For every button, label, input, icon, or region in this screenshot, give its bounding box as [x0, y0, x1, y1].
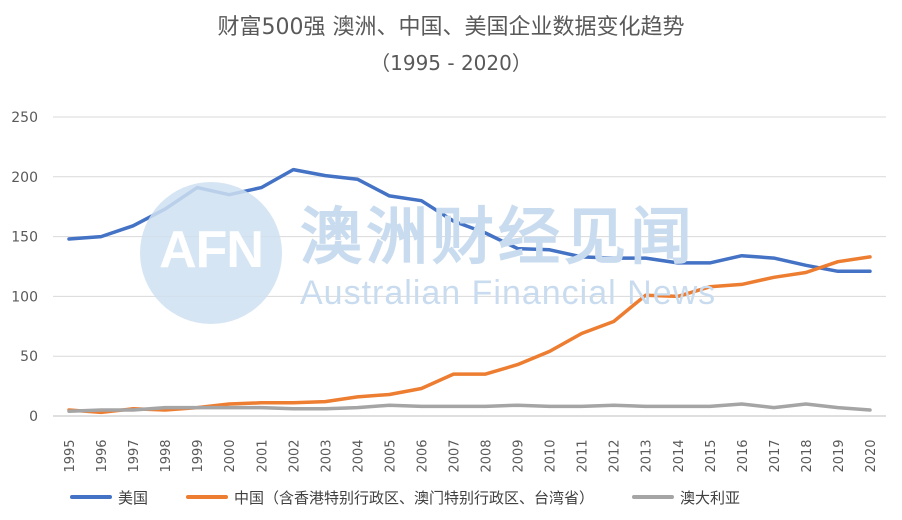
y-tick-label: 250 [11, 110, 38, 126]
legend-swatch-us [70, 495, 112, 499]
x-tick-label: 2004 [351, 439, 366, 472]
series-lines [67, 167, 872, 415]
x-tick-label: 2012 [608, 439, 623, 472]
x-tick-label: 2000 [223, 439, 238, 472]
x-tick-label: 2019 [832, 439, 847, 472]
y-tick-label: 150 [11, 230, 38, 246]
y-tick-label: 0 [29, 409, 38, 425]
legend-label-australia: 澳大利亚 [680, 488, 741, 507]
x-tick-label: 2009 [512, 439, 527, 472]
legend-label-us: 美国 [118, 488, 149, 507]
chart-legend: 美国 中国（含香港特别行政区、澳门特别行政区、台湾省） 澳大利亚 [70, 485, 778, 509]
x-tick-label: 2011 [576, 439, 591, 472]
legend-item-china: 中国（含香港特别行政区、澳门特别行政区、台湾省） [186, 487, 594, 508]
chart-title: 财富500强 澳洲、中国、美国企业数据变化趋势 [217, 15, 685, 40]
y-axis-tick-labels: 0 50 100 150 200 250 [11, 110, 38, 425]
x-tick-label: 2005 [383, 439, 398, 472]
x-tick-label: 2015 [704, 439, 719, 472]
y-tick-label: 200 [11, 170, 38, 186]
x-tick-label: 2014 [672, 439, 687, 472]
legend-item-us: 美国 [70, 487, 148, 508]
x-tick-label: 2006 [415, 439, 430, 472]
y-tick-label: 100 [11, 289, 38, 305]
legend-swatch-china [186, 495, 229, 499]
legend-item-australia: 澳大利亚 [632, 487, 740, 508]
x-tick-label: 1999 [191, 439, 206, 472]
series-line-australia [67, 402, 872, 413]
y-tick-label: 50 [20, 349, 38, 365]
legend-swatch-australia [632, 495, 675, 499]
series-line-china [67, 255, 872, 415]
x-tick-label: 2020 [864, 439, 879, 472]
gridlines [53, 116, 886, 417]
x-axis-tick-labels: 1995 1996 1997 1998 1999 2000 2001 2002 2003 2004… [63, 439, 879, 472]
x-tick-label: 2016 [736, 439, 751, 472]
x-tick-label: 2007 [447, 439, 462, 472]
x-tick-label: 1996 [95, 439, 110, 472]
x-tick-label: 1995 [63, 439, 78, 472]
x-tick-label: 2001 [255, 439, 270, 472]
chart-subtitle: （1995 - 2020） [370, 51, 532, 75]
chart-title-block: 财富500强 澳洲、中国、美国企业数据变化趋势 （1995 - 2020） [0, 12, 902, 78]
x-tick-label: 2008 [480, 439, 495, 472]
x-tick-label: 2002 [287, 439, 302, 472]
x-tick-label: 2013 [640, 439, 655, 472]
x-tick-label: 1998 [159, 439, 174, 472]
x-tick-label: 2017 [768, 439, 783, 472]
x-tick-label: 2010 [544, 439, 559, 472]
x-tick-label: 2003 [319, 439, 334, 472]
series-line-us [67, 167, 872, 274]
x-tick-label: 1997 [127, 439, 142, 472]
legend-label-china: 中国（含香港特别行政区、澳门特别行政区、台湾省） [234, 488, 595, 507]
x-tick-label: 2018 [800, 439, 815, 472]
